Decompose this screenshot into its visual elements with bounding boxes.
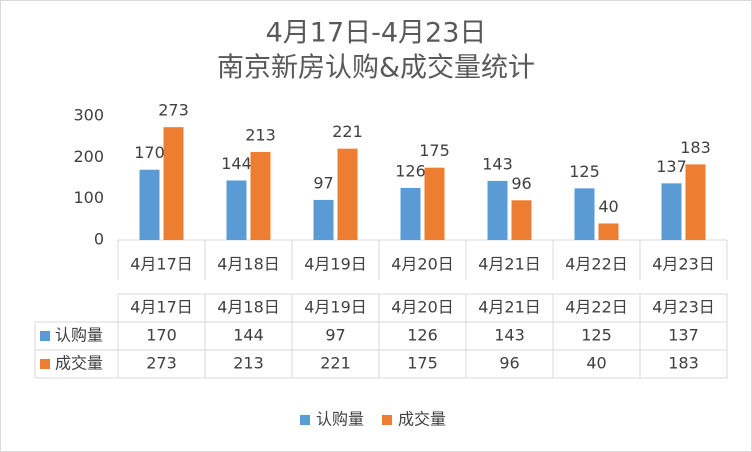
table-header: 4月20日	[391, 298, 454, 317]
table-cell: 170	[146, 326, 177, 345]
table-header: 4月18日	[217, 298, 280, 317]
chart-subtitle: 南京新房认购&成交量统计	[217, 53, 535, 84]
table-cell: 144	[233, 326, 264, 345]
table-cell: 97	[325, 326, 345, 345]
value-label: 183	[680, 138, 711, 157]
bar	[250, 151, 271, 240]
table-cell: 175	[407, 354, 438, 373]
table-cell: 96	[499, 354, 519, 373]
table-legend-key	[40, 359, 50, 369]
table-cell: 126	[407, 326, 438, 345]
value-label: 125	[569, 162, 600, 181]
bar	[574, 188, 595, 240]
legend-key	[300, 415, 310, 425]
table-header: 4月19日	[304, 298, 367, 317]
chart-title: 4月17日-4月23日	[266, 18, 487, 49]
value-label: 273	[158, 101, 189, 120]
bar	[226, 180, 247, 240]
value-label: 175	[419, 141, 450, 160]
value-label: 126	[395, 161, 426, 180]
table-header: 4月22日	[565, 298, 628, 317]
bar	[313, 199, 334, 240]
x-tick-label: 4月20日	[391, 255, 454, 274]
bar	[511, 200, 532, 240]
legend-label: 认购量	[316, 410, 364, 429]
value-label: 96	[511, 174, 531, 193]
table-legend-key	[40, 331, 50, 341]
table-cell: 213	[233, 354, 264, 373]
table-cell: 183	[668, 354, 699, 373]
table-row-header: 成交量	[55, 354, 103, 373]
y-tick-label: 300	[73, 106, 104, 125]
legend-key	[382, 415, 392, 425]
bar	[337, 148, 358, 240]
table-cell: 143	[494, 326, 525, 345]
table-header: 4月21日	[478, 298, 541, 317]
x-tick-label: 4月21日	[478, 255, 541, 274]
table-header: 4月23日	[652, 298, 715, 317]
table-cell: 137	[668, 326, 699, 345]
table-cell: 221	[320, 354, 351, 373]
bar	[598, 223, 619, 240]
table-cell: 125	[581, 326, 612, 345]
table-cell: 40	[586, 354, 606, 373]
table-row-header: 认购量	[55, 326, 103, 345]
value-label: 40	[598, 197, 618, 216]
bar	[400, 187, 421, 240]
x-tick-label: 4月19日	[304, 255, 367, 274]
bar	[661, 183, 682, 240]
bar	[139, 169, 160, 240]
bar	[424, 167, 445, 240]
y-tick-label: 100	[73, 188, 104, 207]
x-tick-label: 4月18日	[217, 255, 280, 274]
value-label: 144	[221, 154, 252, 173]
value-label: 213	[245, 125, 276, 144]
table-cell: 273	[146, 354, 177, 373]
y-tick-label: 200	[73, 147, 104, 166]
x-tick-label: 4月23日	[652, 255, 715, 274]
x-tick-label: 4月22日	[565, 255, 628, 274]
value-label: 143	[482, 154, 513, 173]
x-tick-label: 4月17日	[130, 255, 193, 274]
value-label: 137	[656, 157, 687, 176]
bar	[487, 180, 508, 240]
value-label: 170	[134, 143, 165, 162]
legend-label: 成交量	[398, 410, 446, 429]
value-label: 221	[332, 122, 363, 141]
y-tick-label: 0	[94, 230, 104, 249]
value-label: 97	[313, 173, 333, 192]
bar	[685, 164, 706, 240]
table-header: 4月17日	[130, 298, 193, 317]
bar	[163, 127, 184, 240]
